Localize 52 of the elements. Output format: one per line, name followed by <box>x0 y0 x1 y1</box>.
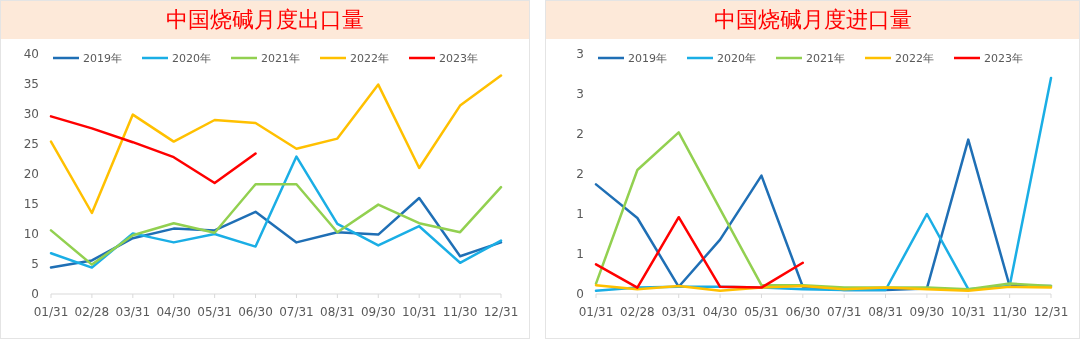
x-tick-label: 11/30 <box>442 305 478 319</box>
legend-label: 2020年 <box>717 52 756 65</box>
x-tick-label: 07/31 <box>826 305 862 319</box>
x-tick-label: 08/31 <box>868 305 903 319</box>
y-tick-label: 10 <box>23 227 39 241</box>
x-tick-label: 09/30 <box>909 305 945 319</box>
y-tick-label: 2 <box>576 127 584 141</box>
y-tick-label: 3 <box>576 87 584 101</box>
x-tick-label: 12/31 <box>1033 305 1069 319</box>
y-tick-label: 40 <box>23 47 39 61</box>
y-tick-label: 3 <box>576 47 584 61</box>
y-tick-label: 1 <box>576 207 584 221</box>
legend-label: 2019年 <box>628 52 667 65</box>
y-tick-label: 0 <box>31 287 39 301</box>
x-tick-label: 03/31 <box>115 305 151 319</box>
y-tick-label: 30 <box>23 107 39 121</box>
x-tick-label: 01/31 <box>578 305 614 319</box>
legend-label: 2021年 <box>261 52 300 65</box>
x-tick-label: 02/28 <box>74 305 110 319</box>
legend-label: 2020年 <box>172 52 211 65</box>
x-tick-label: 05/31 <box>744 305 779 319</box>
legend-label: 2022年 <box>350 52 389 65</box>
x-tick-label: 10/31 <box>950 305 986 319</box>
legend-label: 2023年 <box>439 52 478 65</box>
legend-label: 2021年 <box>806 52 845 65</box>
x-tick-label: 03/31 <box>661 305 697 319</box>
y-tick-label: 0 <box>576 287 584 301</box>
x-tick-label: 04/30 <box>702 305 738 319</box>
x-tick-label: 12/31 <box>483 305 519 319</box>
y-tick-label: 15 <box>23 197 39 211</box>
x-tick-label: 07/31 <box>279 305 314 319</box>
x-tick-label: 09/30 <box>360 305 396 319</box>
y-tick-label: 1 <box>576 247 584 261</box>
x-tick-label: 04/30 <box>156 305 192 319</box>
legend-label: 2022年 <box>895 52 934 65</box>
y-tick-label: 25 <box>23 137 39 151</box>
x-tick-label: 06/30 <box>785 305 821 319</box>
x-tick-label: 01/31 <box>33 305 69 319</box>
x-tick-label: 02/28 <box>620 305 655 319</box>
chart-title: 中国烧碱月度进口量 <box>546 1 1079 39</box>
y-tick-label: 35 <box>23 77 39 91</box>
legend-label: 2019年 <box>83 52 122 65</box>
x-tick-label: 05/31 <box>197 305 232 319</box>
x-tick-label: 06/30 <box>238 305 273 319</box>
y-tick-label: 5 <box>31 257 39 271</box>
x-tick-label: 10/31 <box>401 305 437 319</box>
legend-label: 2023年 <box>984 52 1023 65</box>
x-tick-label: 11/30 <box>992 305 1027 319</box>
y-tick-label: 20 <box>23 167 39 181</box>
chart-title: 中国烧碱月度出口量 <box>1 1 529 39</box>
y-tick-label: 2 <box>576 167 584 181</box>
x-tick-label: 08/31 <box>320 305 355 319</box>
